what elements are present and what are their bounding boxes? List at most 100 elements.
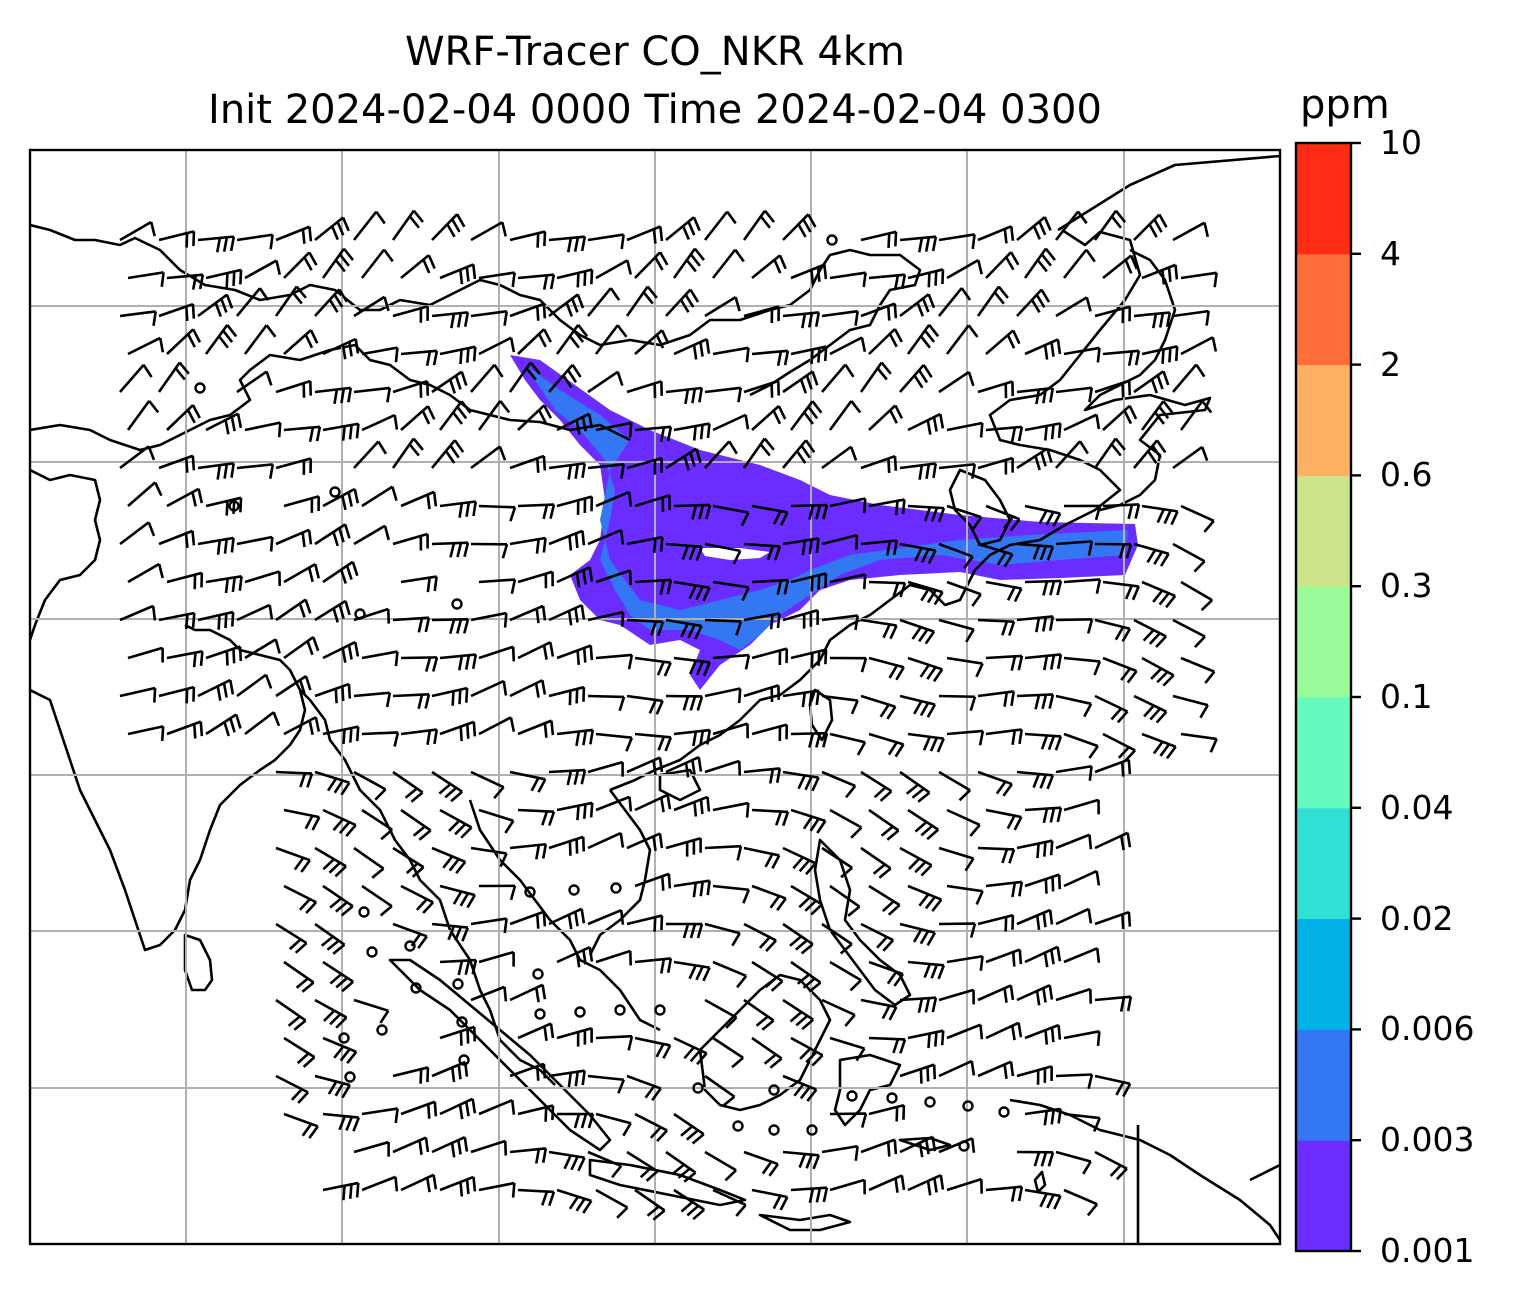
wind-barb xyxy=(868,1103,906,1122)
wind-barb xyxy=(400,1173,438,1193)
wind-barb xyxy=(1094,542,1133,559)
wind-barb xyxy=(548,462,586,480)
coastline-segment xyxy=(1009,1098,1280,1241)
wind-barb xyxy=(392,1066,430,1084)
wind-barb xyxy=(439,263,477,285)
wind-barb xyxy=(470,917,508,934)
wind-barb xyxy=(704,687,742,704)
wind-barb xyxy=(977,846,1016,864)
wind-barb xyxy=(704,295,741,318)
wind-barb xyxy=(470,1139,508,1156)
wind-barb xyxy=(321,247,355,279)
wind-barb xyxy=(1094,758,1132,777)
wind-barb xyxy=(673,879,711,898)
wind-barb xyxy=(626,535,664,554)
wind-barb xyxy=(673,728,712,747)
wind-barb xyxy=(478,336,516,356)
coastline-segment xyxy=(1057,154,1280,232)
wind-barb xyxy=(899,618,936,645)
wind-barb xyxy=(860,454,898,474)
calm-wind-marker xyxy=(376,1024,388,1036)
wind-barb xyxy=(673,656,711,677)
wind-barb xyxy=(868,884,901,916)
wind-barb xyxy=(275,846,311,873)
wind-barb xyxy=(1102,503,1141,520)
wind-barb xyxy=(236,370,273,394)
wind-barb xyxy=(478,578,517,595)
wind-barb xyxy=(548,1150,586,1172)
wind-barb xyxy=(361,884,393,917)
wind-barb xyxy=(275,675,312,698)
wind-barb xyxy=(244,421,282,438)
wind-barb xyxy=(470,770,505,800)
wind-barb xyxy=(509,536,547,554)
wind-barb xyxy=(945,324,979,355)
wind-barb xyxy=(283,563,320,584)
wind-barb xyxy=(1094,379,1132,398)
wind-barb xyxy=(712,504,750,527)
wind-barb xyxy=(431,846,467,875)
wind-barb xyxy=(907,504,946,523)
wind-barb xyxy=(1016,288,1051,317)
wind-barb xyxy=(353,524,390,546)
wind-barb xyxy=(946,504,983,530)
calm-wind-marker xyxy=(924,1096,936,1108)
wind-barb xyxy=(548,293,585,318)
wind-barb xyxy=(790,808,827,834)
wind-barb xyxy=(626,1074,662,1101)
wind-barb xyxy=(275,998,307,1031)
wind-barb xyxy=(985,948,1023,967)
wind-barb xyxy=(751,884,787,911)
wind-barb xyxy=(1141,345,1179,364)
calm-wind-marker xyxy=(962,1100,974,1112)
calm-wind-marker xyxy=(806,1124,818,1136)
wind-barb xyxy=(430,439,465,469)
wind-barb xyxy=(556,495,594,515)
wind-barb xyxy=(906,324,940,355)
wind-barb xyxy=(361,1175,399,1192)
wind-barb xyxy=(1140,400,1174,431)
wind-barb xyxy=(205,575,243,594)
wind-barb xyxy=(587,1074,626,1094)
wind-barb xyxy=(158,230,196,248)
wind-barb xyxy=(938,618,975,643)
coastline-segment xyxy=(1083,248,1212,512)
colorbar-segment xyxy=(1296,1140,1351,1252)
wind-barb xyxy=(1180,336,1218,356)
calm-wind-marker xyxy=(194,382,206,394)
wind-barb xyxy=(868,1174,906,1193)
colorbar-tick-label: 4 xyxy=(1380,233,1401,273)
wind-barb xyxy=(1024,504,1062,527)
wind-barb xyxy=(665,694,704,711)
wind-barb xyxy=(782,370,819,394)
wind-barb xyxy=(1016,216,1052,242)
wind-barb xyxy=(977,1060,1015,1080)
wind-barb xyxy=(899,462,938,480)
wind-barb xyxy=(634,251,669,279)
colorbar-tick-label: 10 xyxy=(1380,123,1422,162)
wind-barb xyxy=(470,611,508,628)
wind-barb xyxy=(634,872,672,891)
wind-barb xyxy=(672,247,705,279)
wind-barb xyxy=(1102,580,1140,601)
calm-wind-marker xyxy=(452,978,464,990)
wind-barb xyxy=(743,1150,779,1177)
wind-barb xyxy=(400,1100,438,1119)
wind-barb xyxy=(907,884,943,912)
wind-barb xyxy=(236,535,274,552)
wind-barb xyxy=(751,1036,783,1069)
wind-barb xyxy=(392,693,431,710)
wind-barb xyxy=(860,618,898,640)
wind-barb xyxy=(556,1112,595,1129)
wind-barb xyxy=(1133,694,1168,724)
wind-barb xyxy=(322,808,357,837)
wind-barb xyxy=(595,1188,629,1219)
wind-barb xyxy=(353,1140,390,1157)
wind-barb xyxy=(790,263,828,285)
wind-barb xyxy=(985,1021,1023,1041)
colorbar-tick-label: 0.001 xyxy=(1380,1231,1475,1270)
wind-barb xyxy=(361,1107,399,1124)
coastline-segment xyxy=(833,1053,902,1127)
calm-wind-marker xyxy=(524,886,536,898)
wind-barb xyxy=(314,523,351,547)
